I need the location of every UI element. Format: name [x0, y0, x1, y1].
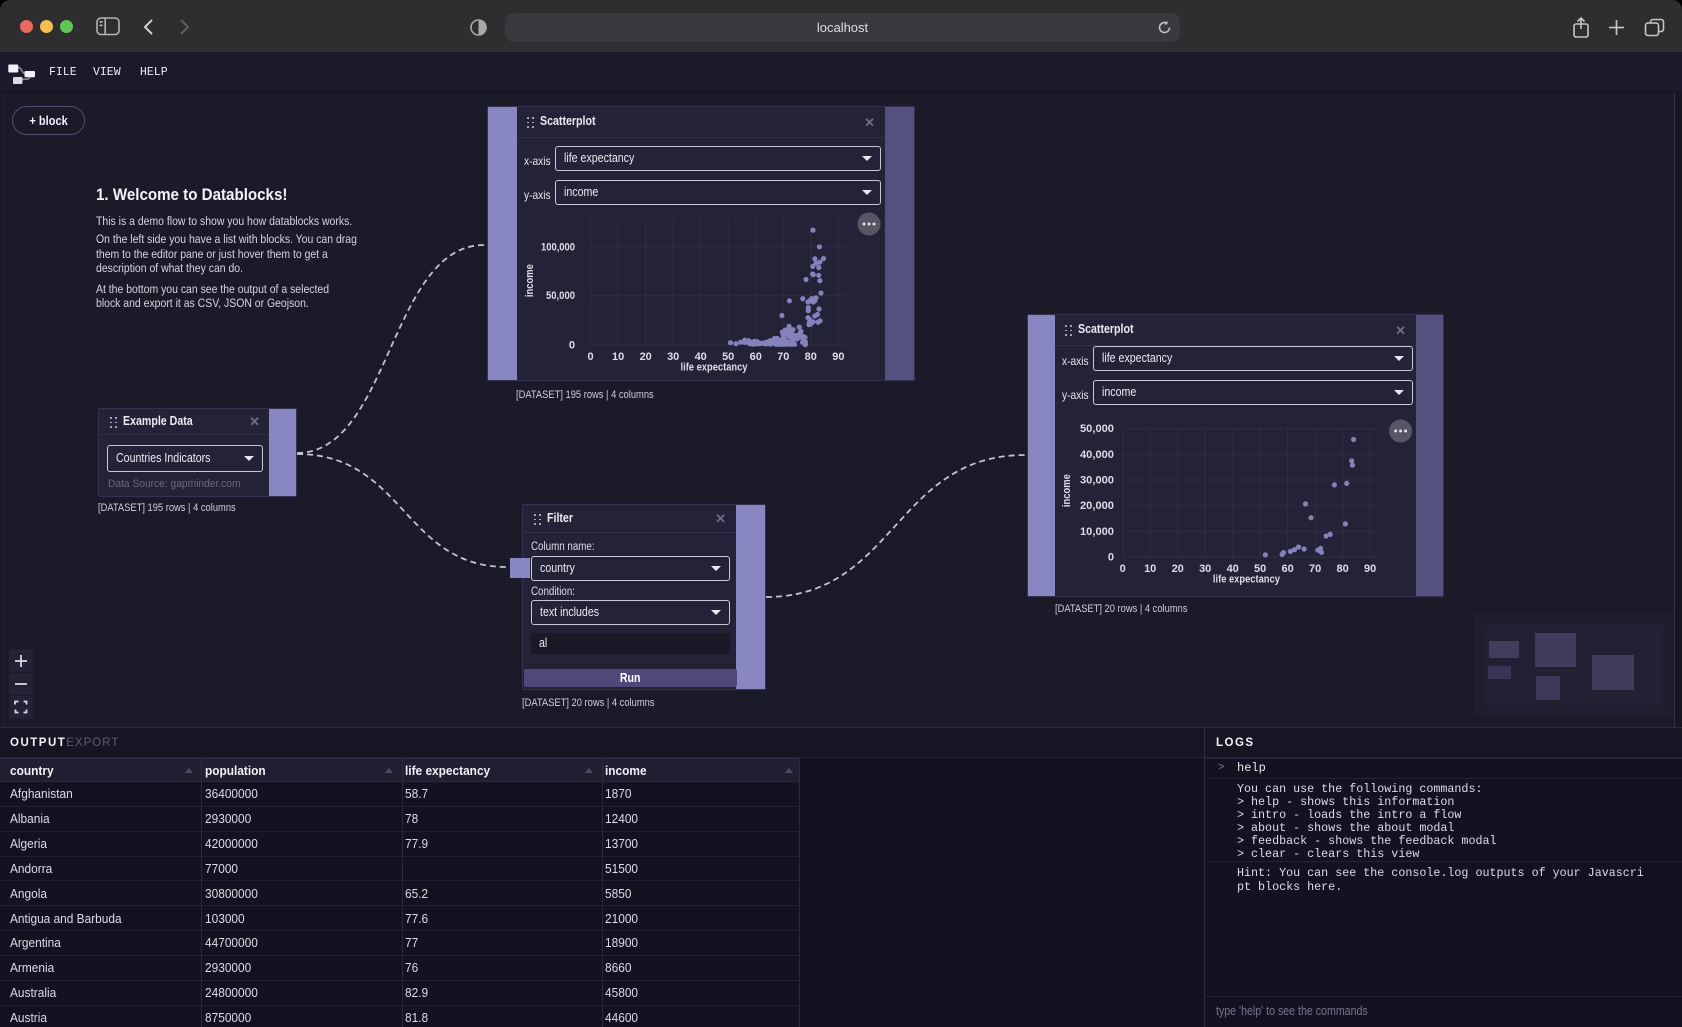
svg-text:income: income — [524, 264, 536, 297]
svg-text:80: 80 — [1336, 563, 1348, 575]
svg-text:10,000: 10,000 — [1080, 526, 1114, 538]
svg-text:50: 50 — [1254, 563, 1266, 575]
svg-text:30,000: 30,000 — [1080, 475, 1114, 487]
svg-text:50,000: 50,000 — [1080, 423, 1114, 435]
svg-text:30: 30 — [667, 351, 679, 363]
svg-text:0: 0 — [588, 351, 594, 363]
svg-text:life expectancy: life expectancy — [1213, 574, 1281, 586]
svg-text:income: income — [1061, 474, 1073, 507]
svg-text:70: 70 — [1309, 563, 1321, 575]
svg-text:60: 60 — [1281, 563, 1293, 575]
svg-text:70: 70 — [777, 351, 789, 363]
svg-text:20: 20 — [1172, 563, 1184, 575]
svg-text:50,000: 50,000 — [546, 290, 575, 302]
svg-text:90: 90 — [1364, 563, 1376, 575]
svg-text:80: 80 — [805, 351, 817, 363]
svg-text:40: 40 — [1227, 563, 1239, 575]
svg-text:90: 90 — [832, 351, 844, 363]
svg-text:20,000: 20,000 — [1080, 500, 1114, 512]
svg-text:20: 20 — [640, 351, 652, 363]
svg-text:10: 10 — [612, 351, 624, 363]
svg-text:life expectancy: life expectancy — [681, 362, 749, 374]
svg-text:40: 40 — [695, 351, 707, 363]
svg-text:0: 0 — [569, 339, 575, 351]
svg-text:100,000: 100,000 — [541, 241, 575, 253]
svg-text:60: 60 — [750, 351, 762, 363]
svg-text:50: 50 — [722, 351, 734, 363]
svg-text:0: 0 — [1108, 552, 1114, 564]
svg-text:40,000: 40,000 — [1080, 449, 1114, 461]
svg-text:10: 10 — [1144, 563, 1156, 575]
svg-text:30: 30 — [1199, 563, 1211, 575]
svg-text:0: 0 — [1120, 563, 1126, 575]
